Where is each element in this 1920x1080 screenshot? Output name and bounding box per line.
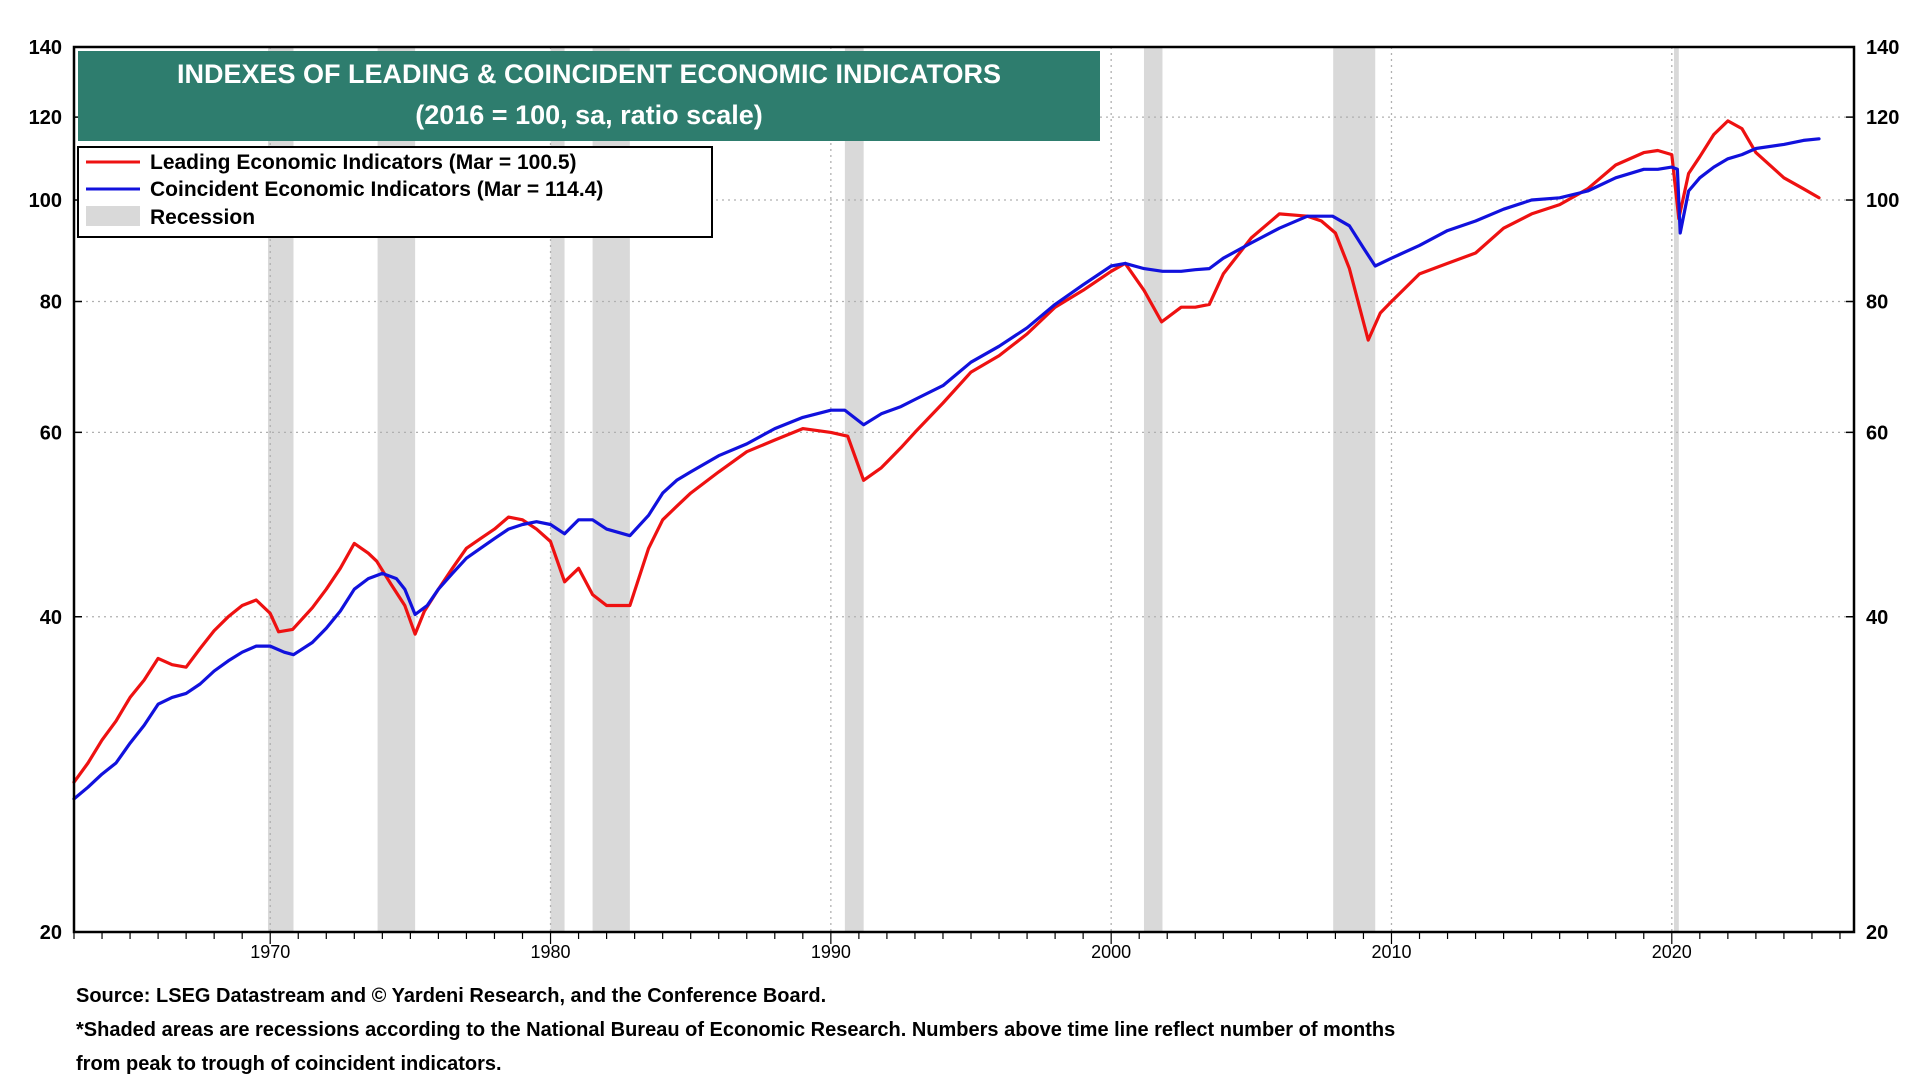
y-tick-label-left-120: 120 [29,107,62,129]
recession-band-7 [1674,47,1679,932]
coincident-indicators-line [72,137,1821,801]
x-tick-label-1980: 1980 [531,942,571,962]
legend-frame [77,146,713,238]
recession-band-2 [550,47,565,932]
source-note: Source: LSEG Datastream and © Yardeni Re… [76,985,827,1007]
y-tick-label-left-140: 140 [29,37,62,59]
y-tick-label-left-20: 20 [40,922,62,944]
recession-note-line-1: *Shaded areas are recessions according t… [76,1019,1396,1041]
y-tick-label-right-100: 100 [1866,190,1899,212]
x-tick-label-2020: 2020 [1652,942,1692,962]
y-tick-label-right-140: 140 [1866,37,1899,59]
chart-subtitle: (2016 = 100, sa, ratio scale) [415,100,762,130]
leading-indicators-line [72,119,1821,784]
x-tick-label-1990: 1990 [811,942,851,962]
plot-frame [72,45,1856,934]
y-tick-label-right-80: 80 [1866,292,1888,314]
y-tick-label-right-20: 20 [1866,922,1888,944]
y-tick-label-right-120: 120 [1866,107,1899,129]
x-tick-label-2000: 2000 [1091,942,1131,962]
legend-label-recession: Recession [150,206,255,229]
series-lines [72,119,1821,801]
y-tick-label-right-40: 40 [1866,607,1888,629]
legend: Leading Economic Indicators (Mar = 100.5… [77,146,713,238]
recession-band-6 [1333,47,1376,932]
x-tick-label-1970: 1970 [250,942,290,962]
legend-swatch-recession [86,206,140,226]
recession-band-4 [844,47,864,932]
legend-label-leading: Leading Economic Indicators (Mar = 100.5… [150,151,577,174]
legend-label-coincident: Coincident Economic Indicators (Mar = 11… [150,178,603,201]
y-tick-label-right-60: 60 [1866,422,1888,444]
y-tick-label-left-100: 100 [29,190,62,212]
y-tick-label-left-80: 80 [40,292,62,314]
title-box: INDEXES OF LEADING & COINCIDENT ECONOMIC… [78,51,1100,141]
y-tick-label-left-40: 40 [40,607,62,629]
y-tick-label-left-60: 60 [40,422,62,444]
recession-band-5 [1143,47,1163,932]
x-tick-label-2010: 2010 [1371,942,1411,962]
recession-note-line-2: from peak to trough of coincident indica… [76,1053,502,1075]
chart-title: INDEXES OF LEADING & COINCIDENT ECONOMIC… [177,59,1001,89]
